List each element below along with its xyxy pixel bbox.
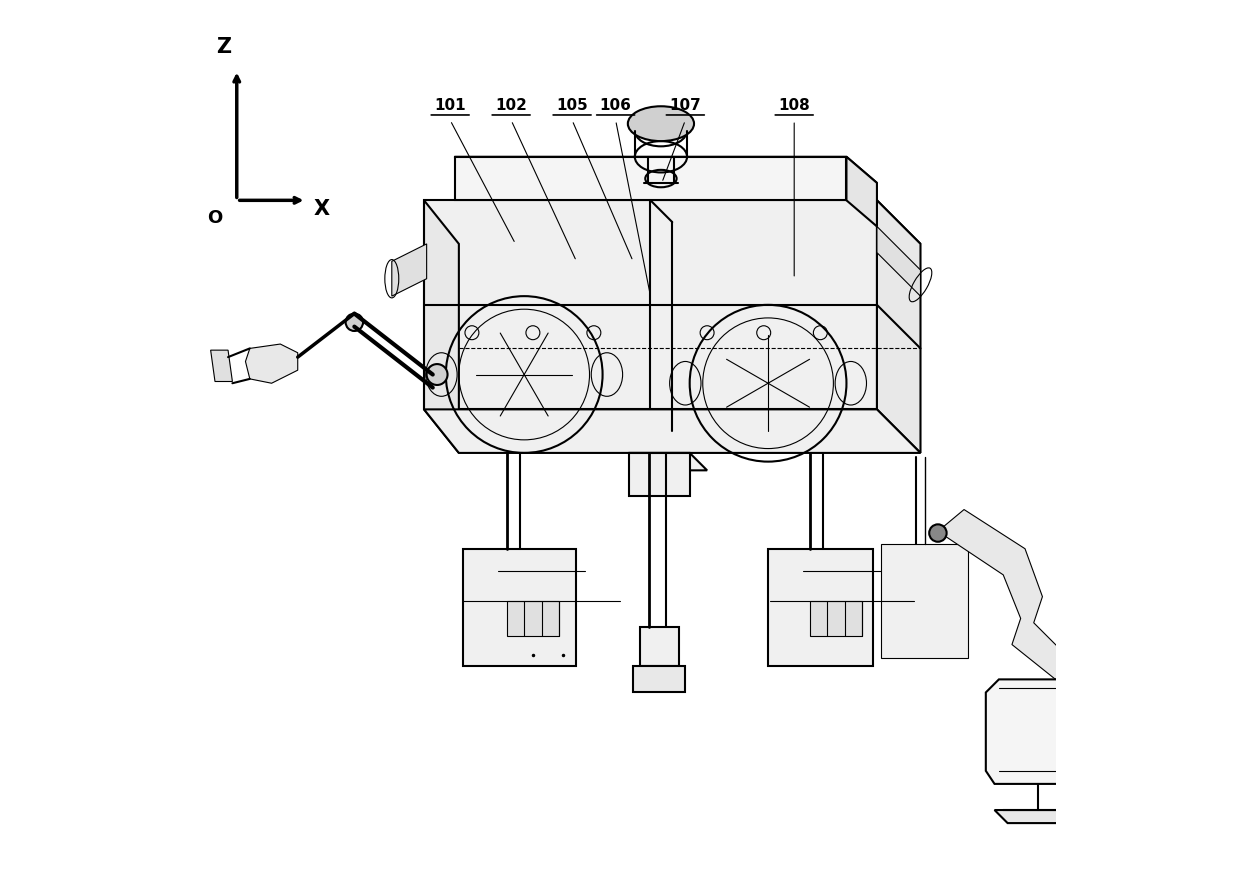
Polygon shape xyxy=(455,157,877,183)
Bar xyxy=(882,544,968,658)
Polygon shape xyxy=(424,200,459,453)
Text: Z: Z xyxy=(216,37,231,57)
Text: X: X xyxy=(314,199,330,219)
Ellipse shape xyxy=(929,524,946,542)
Polygon shape xyxy=(392,244,427,296)
Bar xyxy=(768,549,873,666)
Polygon shape xyxy=(986,679,1125,784)
Bar xyxy=(464,549,577,666)
Ellipse shape xyxy=(627,106,694,141)
Bar xyxy=(634,666,686,692)
Polygon shape xyxy=(877,200,920,453)
Text: O: O xyxy=(207,209,223,227)
Polygon shape xyxy=(424,200,920,244)
Polygon shape xyxy=(994,810,1121,823)
Text: 107: 107 xyxy=(670,98,701,113)
Bar xyxy=(507,601,559,636)
Text: 102: 102 xyxy=(495,98,527,113)
Polygon shape xyxy=(424,200,877,409)
Polygon shape xyxy=(847,157,877,226)
Polygon shape xyxy=(424,409,920,453)
Text: 108: 108 xyxy=(779,98,810,113)
Polygon shape xyxy=(877,226,920,296)
Polygon shape xyxy=(246,344,298,383)
Bar xyxy=(810,601,862,636)
Polygon shape xyxy=(629,453,707,470)
Polygon shape xyxy=(937,510,1073,679)
Polygon shape xyxy=(455,157,847,200)
Polygon shape xyxy=(211,350,232,381)
Bar xyxy=(640,627,680,666)
Ellipse shape xyxy=(427,364,448,385)
Text: 105: 105 xyxy=(557,98,588,113)
Text: 101: 101 xyxy=(434,98,466,113)
Bar xyxy=(629,453,689,496)
Text: 106: 106 xyxy=(600,98,631,113)
Ellipse shape xyxy=(346,314,363,331)
